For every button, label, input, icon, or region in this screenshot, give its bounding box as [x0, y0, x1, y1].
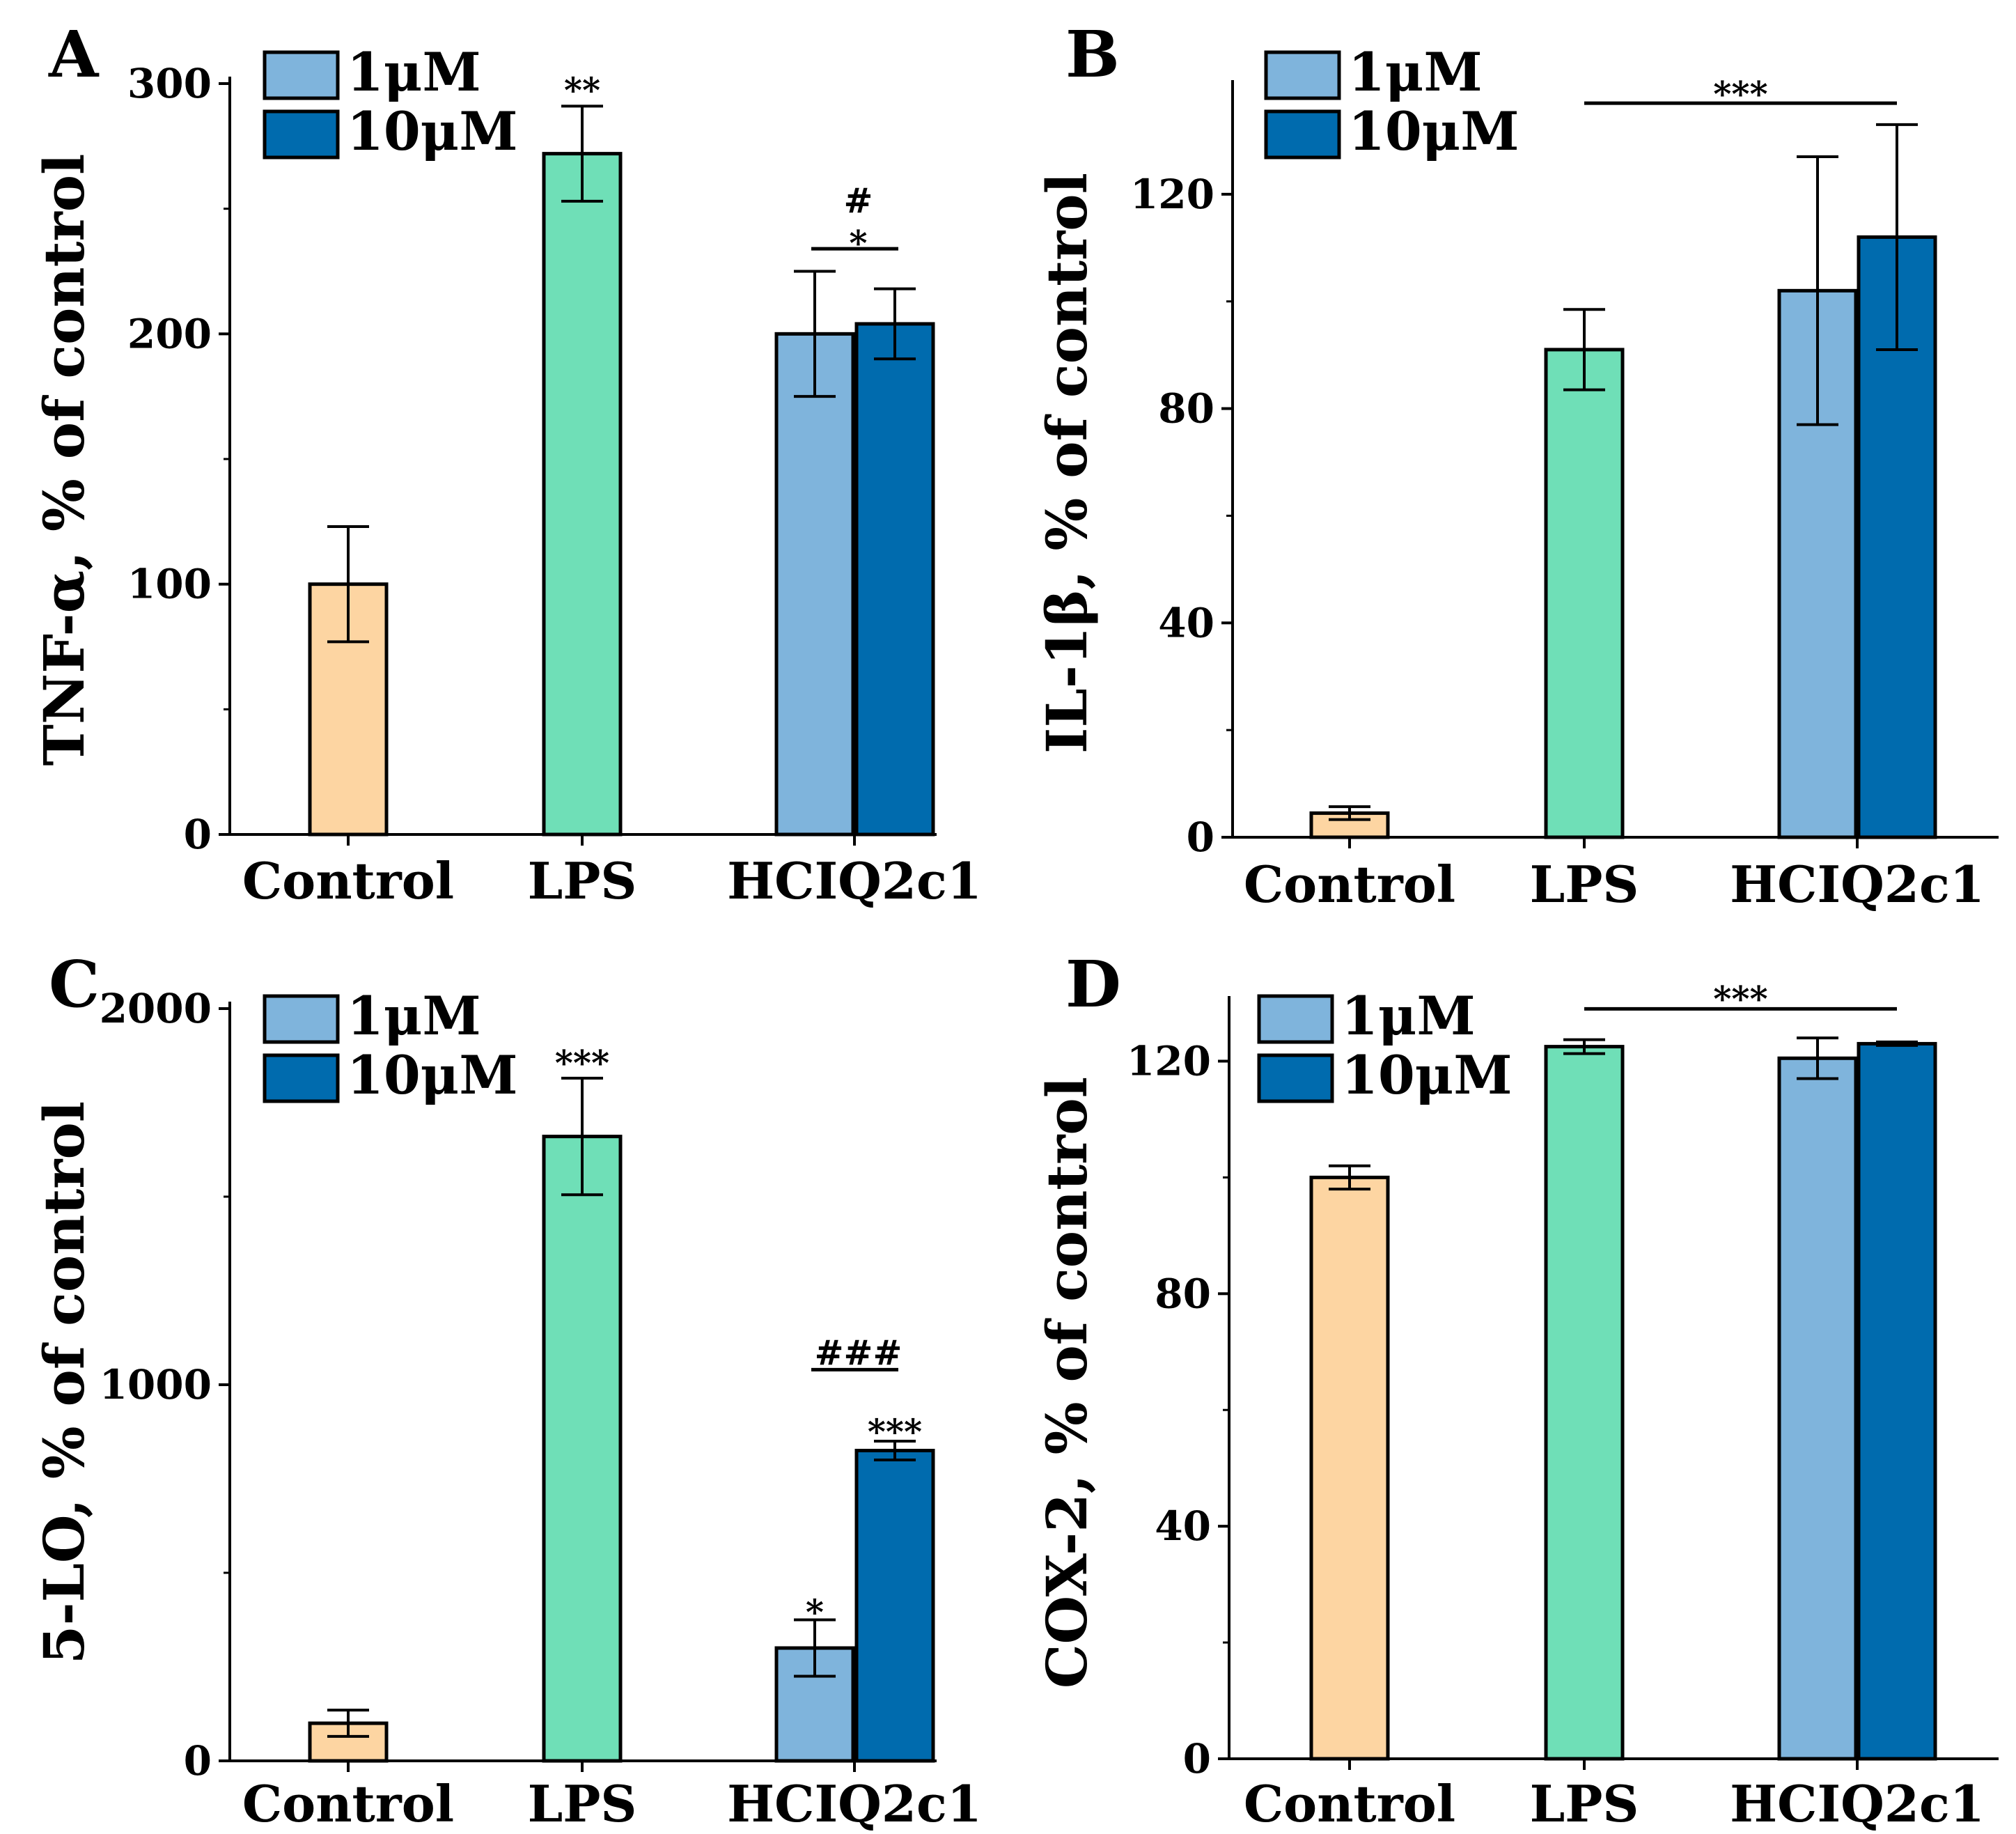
- x-tick-label: LPS: [1530, 855, 1639, 914]
- y-tick-label: 40: [1158, 599, 1214, 646]
- x-tick-label: Control: [242, 1774, 454, 1833]
- significance-label: ***: [555, 1043, 609, 1084]
- y-tick-label: 80: [1158, 385, 1214, 433]
- significance-label: ***: [868, 1411, 922, 1452]
- legend-label: 1μM: [1341, 985, 1476, 1047]
- y-axis-title: TNF-α, % of control: [31, 154, 97, 766]
- legend-label: 10μM: [347, 1044, 518, 1106]
- y-tick-label: 300: [127, 60, 212, 107]
- bar-lps: [1544, 348, 1625, 839]
- bar-low_dose: [774, 332, 855, 837]
- significance-label: #: [844, 180, 873, 221]
- significance-label: **: [564, 70, 600, 111]
- significance-label: *: [806, 1592, 824, 1633]
- bar-low_dose: [1777, 1056, 1858, 1761]
- y-tick-label: 0: [1187, 814, 1214, 861]
- y-tick-label: 0: [1183, 1735, 1211, 1782]
- legend-swatch-low: [263, 994, 340, 1044]
- legend-swatch-high: [1264, 109, 1341, 160]
- x-tick-label: LPS: [528, 1774, 637, 1833]
- x-tick-label: HCIQ2c1: [727, 1774, 982, 1833]
- y-tick-label: 200: [127, 310, 212, 357]
- y-tick-label: 2000: [100, 985, 212, 1032]
- bar-high_dose: [854, 1449, 935, 1763]
- panel-b: B IL-1β, % of control 0 40 80 120 Control LPS HC…: [1034, 17, 1999, 914]
- legend-swatch-low: [1264, 50, 1341, 100]
- legend-swatch-high: [263, 109, 340, 160]
- panel-c: C 5-LO, % of control 0 1000 2000 Control LPS HC…: [31, 947, 982, 1833]
- bar-high_dose: [1857, 1041, 1937, 1761]
- x-tick-label: HCIQ2c1: [1730, 1774, 1985, 1833]
- legend-label: 1μM: [347, 41, 481, 103]
- legend-swatch-low: [1257, 994, 1334, 1044]
- legend-label: 1μM: [1348, 41, 1483, 103]
- legend-label: 10μM: [1348, 100, 1519, 162]
- bar-lps: [542, 1135, 623, 1763]
- legend-swatch-high: [1257, 1053, 1334, 1103]
- panel-letter: B: [1065, 17, 1120, 92]
- legend-swatch-low: [263, 50, 340, 100]
- x-tick-label: Control: [242, 851, 454, 910]
- y-tick-label: 120: [1130, 171, 1214, 218]
- y-tick-label: 120: [1127, 1037, 1211, 1085]
- x-tick-label: LPS: [1530, 1774, 1639, 1833]
- panel-letter: D: [1065, 947, 1121, 1022]
- y-tick-label: 40: [1155, 1502, 1211, 1550]
- bar-high_dose: [854, 322, 935, 837]
- y-tick-label: 1000: [100, 1361, 212, 1408]
- y-axis-title: COX-2, % of control: [1034, 1077, 1100, 1688]
- panel-d: D COX-2, % of control 0 40 80 120 Control LPS HC…: [1034, 947, 1999, 1833]
- bar-lps: [1544, 1045, 1625, 1761]
- significance-label: *: [849, 222, 867, 263]
- panel-letter: C: [49, 947, 100, 1022]
- y-tick-label: 0: [184, 811, 212, 858]
- x-tick-label: Control: [1244, 855, 1455, 914]
- bar-lps: [542, 152, 623, 837]
- panel-a: A TNF-α, % of control 0 100 200 300 Control LPS…: [31, 17, 982, 910]
- bar-control: [1309, 1175, 1390, 1761]
- legend-label: 1μM: [347, 985, 481, 1047]
- y-tick-label: 100: [127, 561, 212, 608]
- y-tick-label: 0: [184, 1737, 212, 1785]
- x-tick-label: HCIQ2c1: [727, 851, 982, 910]
- significance-label: ***: [1713, 979, 1767, 1020]
- x-tick-label: HCIQ2c1: [1730, 855, 1985, 914]
- y-axis-title: 5-LO, % of control: [31, 1101, 97, 1664]
- legend-label: 10μM: [347, 100, 518, 162]
- panel-letter: A: [48, 17, 100, 92]
- significance-label: ***: [1713, 74, 1767, 115]
- x-tick-label: LPS: [528, 851, 637, 910]
- legend-label: 10μM: [1341, 1044, 1513, 1106]
- x-tick-label: Control: [1244, 1774, 1455, 1833]
- legend-swatch-high: [263, 1053, 340, 1103]
- significance-label: ###: [815, 1332, 902, 1373]
- y-axis-title: IL-1β, % of control: [1034, 173, 1100, 754]
- y-tick-label: 80: [1155, 1270, 1211, 1317]
